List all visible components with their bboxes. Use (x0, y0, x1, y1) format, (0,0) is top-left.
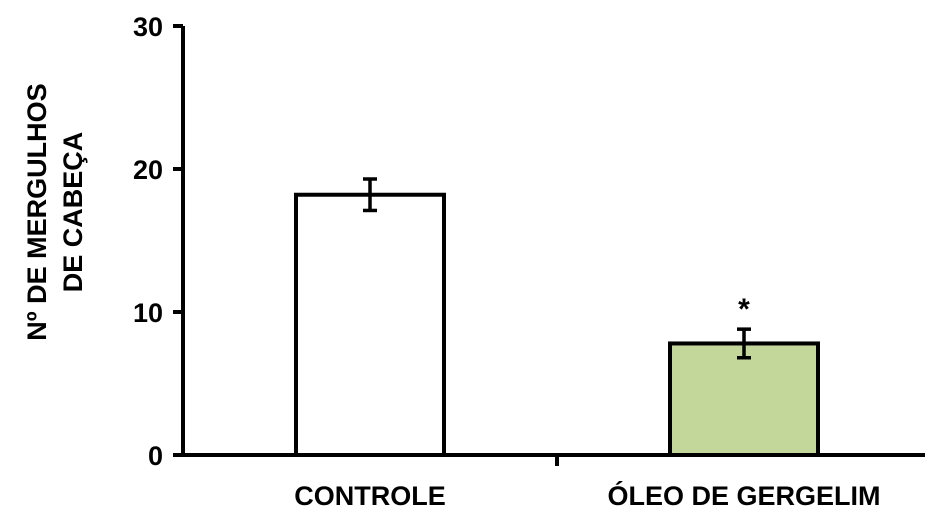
error-bar-1 (737, 327, 751, 360)
y-tick-label-0: 0 (148, 441, 163, 471)
bars-group (294, 192, 820, 458)
x-ticks-group: CONTROLE ÓLEO DE GERGELIM (294, 455, 881, 511)
y-axis-title-line-2: DE CABEÇA (58, 132, 88, 293)
y-tick-label-1: 10 (133, 298, 163, 328)
y-axis-title: Nº DE MERGULHOS DE CABEÇA (22, 83, 88, 340)
y-tick-label-2: 20 (133, 155, 163, 185)
y-ticks-group: 0 10 20 30 (133, 12, 183, 471)
axes-group (181, 26, 925, 457)
annotations-group: * (738, 293, 750, 326)
error-bars-group (363, 177, 751, 360)
bar-1 (668, 341, 820, 457)
y-axis-title-line-1: Nº DE MERGULHOS (22, 83, 52, 340)
x-tick-label-1: ÓLEO DE GERGELIM (607, 480, 880, 511)
error-bar-0 (363, 177, 377, 213)
y-tick-label-3: 30 (133, 12, 163, 42)
bar-0 (294, 192, 446, 458)
x-tick-label-0: CONTROLE (294, 481, 446, 511)
annotation-0: * (738, 293, 750, 326)
